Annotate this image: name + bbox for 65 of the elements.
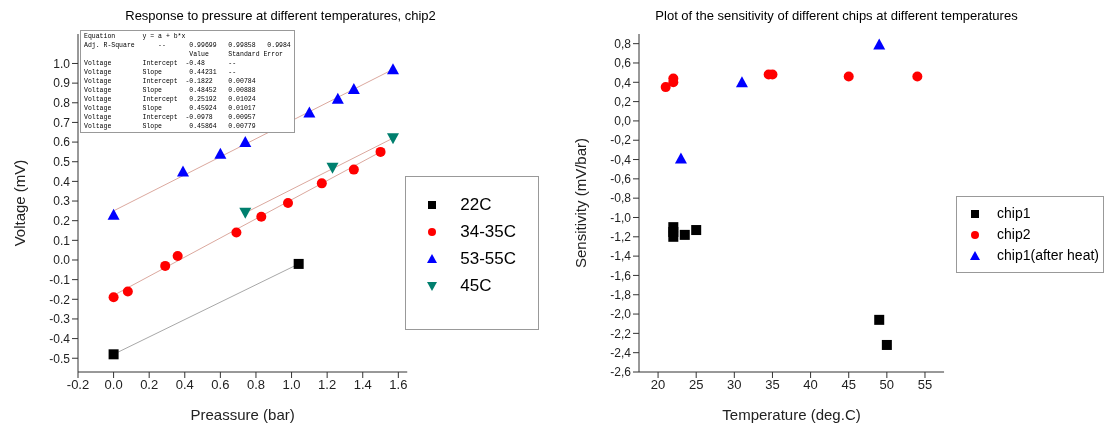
x-tick-label: 0.8 xyxy=(246,377,265,393)
x-tick-label: 1.6 xyxy=(389,377,408,393)
y-tick-label: 0,6 xyxy=(614,56,632,71)
y-tick-label: 0.1 xyxy=(53,233,71,248)
y-tick-label: -0,6 xyxy=(610,172,632,187)
x-tick-label: 0.4 xyxy=(175,377,194,393)
y-tick-label: 0.0 xyxy=(53,253,71,268)
y-tick-label: -2,6 xyxy=(610,365,632,380)
x-tick-label: 0.6 xyxy=(211,377,230,393)
y-tick-label: -1,2 xyxy=(610,230,632,245)
x-tick-label: 35 xyxy=(765,377,780,393)
x-tick-label: 55 xyxy=(917,377,933,393)
y-axis-title: Voltage (mV) xyxy=(11,159,29,247)
legend-label: 22C xyxy=(460,194,492,216)
x-tick-label: 1.4 xyxy=(353,377,372,393)
y-tick-label: -2,0 xyxy=(610,307,632,322)
x-tick-label: 40 xyxy=(803,377,818,393)
y-tick-label: -0,4 xyxy=(610,152,632,167)
chart-title: Plot of the sensitivity of different chips at different temperatures xyxy=(654,8,1019,25)
legend-label: 34-35C xyxy=(460,221,516,243)
y-tick-label: 0.5 xyxy=(53,154,71,169)
y-tick-label: -2,2 xyxy=(610,326,632,341)
x-tick-label: 30 xyxy=(727,377,742,393)
y-tick-label: -1,8 xyxy=(610,288,632,302)
y-tick-label: 0,4 xyxy=(614,75,632,90)
y-tick-label: -1,6 xyxy=(610,268,632,283)
y-tick-label: -0.2 xyxy=(49,292,71,307)
legend-label: chip1(after heat) xyxy=(997,246,1099,265)
legend-label: 45C xyxy=(460,275,492,297)
legend-label: chip2 xyxy=(997,225,1031,244)
y-tick-label: 0,8 xyxy=(614,36,632,51)
x-tick-label: 1.0 xyxy=(282,377,301,393)
legend-label: chip1 xyxy=(997,204,1031,223)
x-axis-title: Temperature (deg.C) xyxy=(722,406,861,423)
y-tick-label: 0.3 xyxy=(53,194,71,209)
y-tick-label: 1.0 xyxy=(53,56,71,71)
chart-title: Response to pressure at different temperatures, chip2 xyxy=(124,8,437,25)
x-tick-label: 0.0 xyxy=(104,377,123,393)
y-tick-label: 0.4 xyxy=(53,174,71,189)
y-tick-label: 0.2 xyxy=(53,213,71,228)
y-tick-label: -0.3 xyxy=(49,312,71,327)
y-tick-label: 0.9 xyxy=(53,76,71,91)
x-axis-title: Preassure (bar) xyxy=(190,406,295,423)
x-tick-label: 50 xyxy=(879,377,895,393)
x-tick-label: 25 xyxy=(688,377,704,393)
y-tick-label: 0,2 xyxy=(614,94,632,109)
legend-label: 53-55C xyxy=(460,248,516,270)
y-axis-title: Sensitivity (mV/bar) xyxy=(572,137,590,269)
y-tick-label: 0.8 xyxy=(53,96,71,111)
x-tick-label: -0.2 xyxy=(66,377,90,393)
y-tick-label: -0.4 xyxy=(49,331,71,346)
x-tick-label: 45 xyxy=(841,377,856,393)
x-tick-label: 20 xyxy=(650,377,666,393)
y-tick-label: 0,0 xyxy=(614,114,632,129)
y-tick-label: -0.1 xyxy=(49,272,71,287)
x-tick-label: 0.2 xyxy=(140,377,159,393)
y-tick-label: -2,4 xyxy=(610,345,632,360)
y-tick-label: -0,8 xyxy=(610,191,632,206)
y-tick-label: -1,0 xyxy=(610,210,632,225)
y-tick-label: 0.6 xyxy=(53,135,71,150)
y-tick-label: -0,2 xyxy=(610,133,632,148)
y-tick-label: -0.5 xyxy=(49,351,71,366)
y-tick-label: -1,4 xyxy=(610,249,632,264)
x-tick-label: 1.2 xyxy=(318,377,337,393)
y-tick-label: 0.7 xyxy=(53,115,71,130)
